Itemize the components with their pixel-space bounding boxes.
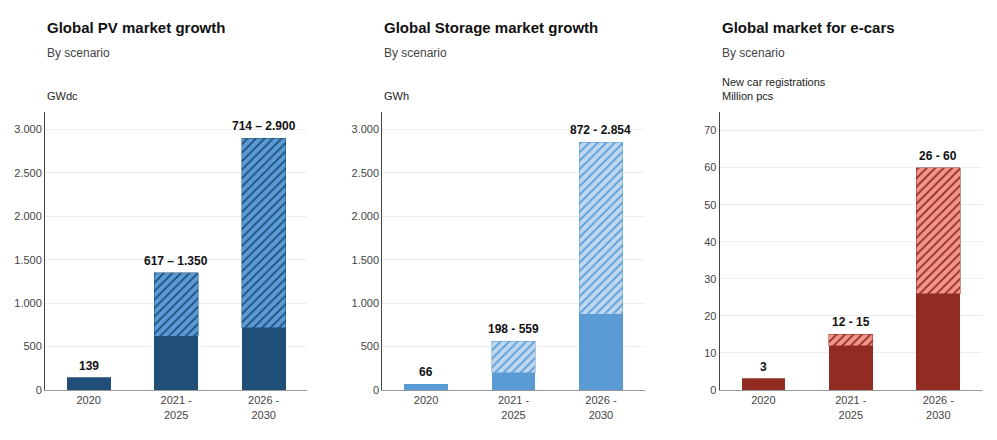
svg-text:500: 500 [23,340,41,352]
svg-text:26 - 60: 26 - 60 [919,149,957,163]
svg-text:2.000: 2.000 [14,210,42,222]
svg-text:1.000: 1.000 [352,297,380,309]
svg-text:By scenario: By scenario [722,46,785,60]
svg-text:New car registrationsMillion p: New car registrationsMillion pcs [722,76,826,102]
svg-text:500: 500 [361,340,379,352]
svg-text:2020: 2020 [76,394,100,406]
svg-text:872 - 2.854: 872 - 2.854 [570,123,631,137]
svg-text:GWdc: GWdc [47,90,78,102]
svg-text:3.000: 3.000 [352,123,380,135]
svg-text:2021 -2025: 2021 -2025 [498,394,530,420]
svg-text:2026 -2030: 2026 -2030 [923,394,955,420]
svg-text:40: 40 [704,236,716,248]
svg-text:1.000: 1.000 [14,297,42,309]
svg-text:12 - 15: 12 - 15 [832,315,870,329]
svg-text:Global Storage market growth: Global Storage market growth [384,19,598,36]
svg-text:2020: 2020 [414,394,438,406]
svg-text:Global market for e-cars: Global market for e-cars [722,19,895,36]
svg-text:1.500: 1.500 [14,254,42,266]
svg-text:70: 70 [704,124,716,136]
svg-text:2026 -2030: 2026 -2030 [585,394,617,420]
svg-text:617 – 1.350: 617 – 1.350 [144,254,208,268]
svg-text:3.000: 3.000 [14,123,42,135]
svg-text:0: 0 [373,384,379,396]
svg-text:0: 0 [36,384,42,396]
svg-text:GWh: GWh [384,90,409,102]
svg-text:2.500: 2.500 [14,167,42,179]
svg-text:2.500: 2.500 [352,167,380,179]
svg-text:30: 30 [704,273,716,285]
svg-text:Global PV market growth: Global PV market growth [47,19,225,36]
svg-text:20: 20 [704,310,716,322]
svg-text:2.000: 2.000 [352,210,380,222]
svg-text:By scenario: By scenario [47,46,110,60]
svg-text:1.500: 1.500 [352,254,380,266]
svg-text:3: 3 [760,360,767,374]
svg-text:60: 60 [704,161,716,173]
svg-text:139: 139 [79,359,99,373]
svg-text:0: 0 [710,384,716,396]
svg-text:2020: 2020 [751,394,775,406]
svg-text:2026 -2030: 2026 -2030 [248,394,280,420]
svg-text:2021 -2025: 2021 -2025 [161,394,193,420]
svg-text:50: 50 [704,199,716,211]
svg-text:2021 -2025: 2021 -2025 [835,394,867,420]
svg-text:66: 66 [419,365,433,379]
svg-text:714 – 2.900: 714 – 2.900 [232,119,296,133]
svg-text:198 - 559: 198 - 559 [488,322,539,336]
svg-text:By scenario: By scenario [384,46,447,60]
svg-text:10: 10 [704,347,716,359]
